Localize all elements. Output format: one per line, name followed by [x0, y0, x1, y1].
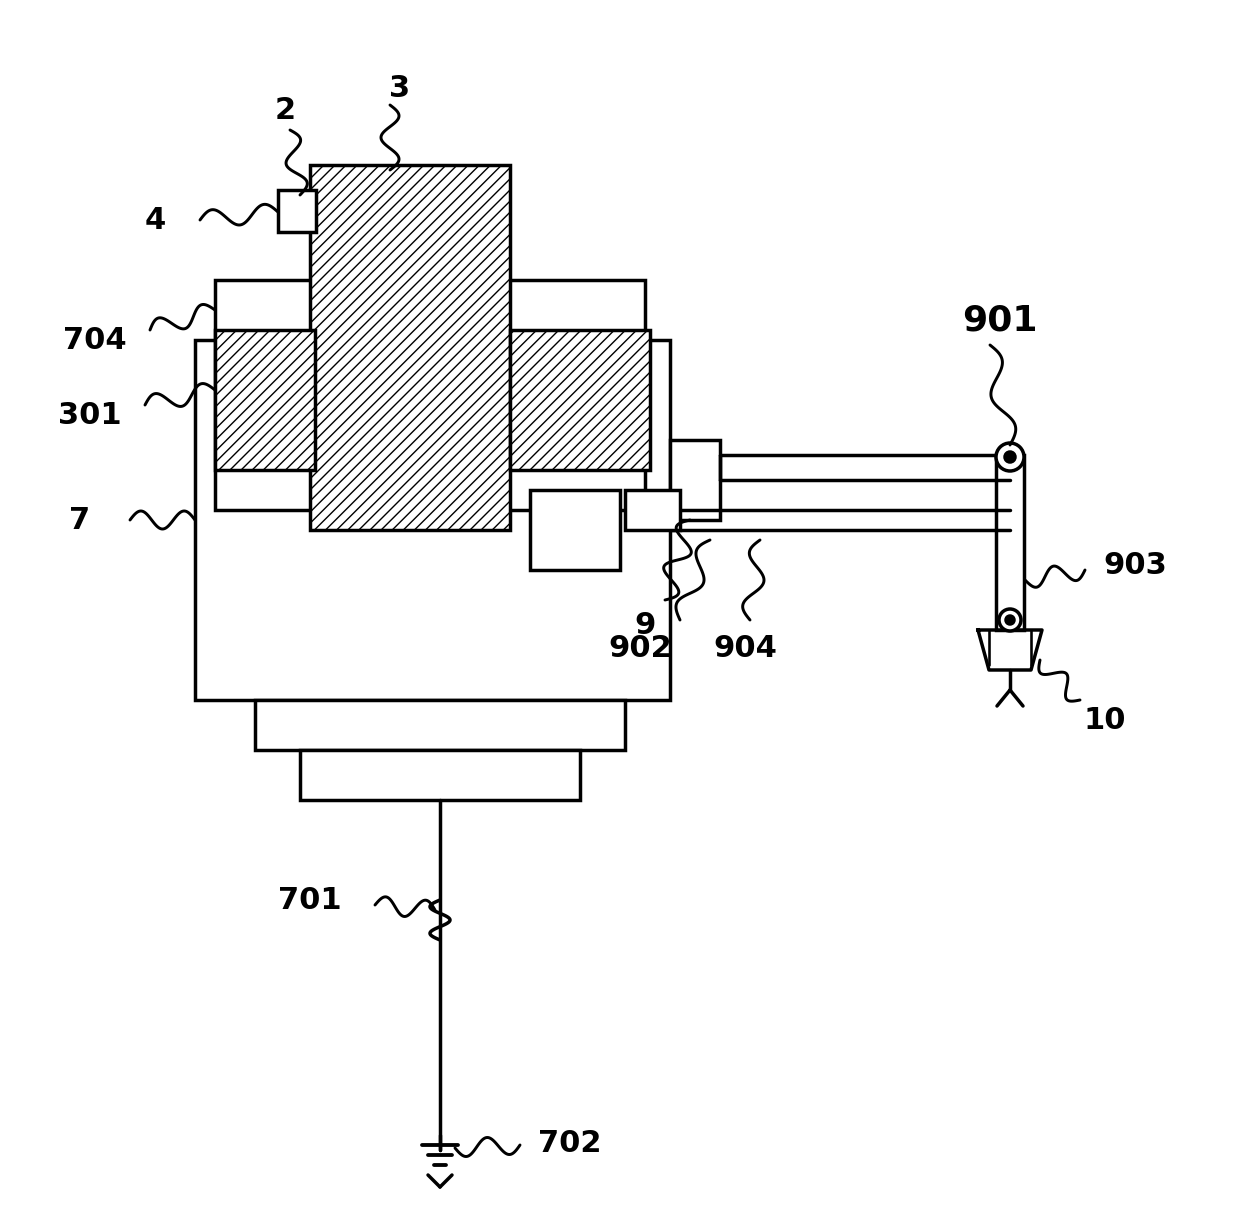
Bar: [529, 490, 620, 570]
Bar: [625, 490, 680, 530]
Text: 4: 4: [144, 205, 166, 234]
Circle shape: [996, 443, 1024, 471]
Bar: [215, 280, 645, 509]
Text: 904: 904: [713, 633, 777, 662]
Text: 7: 7: [69, 506, 91, 535]
Text: 2: 2: [274, 96, 295, 125]
Bar: [510, 330, 650, 469]
Text: 10: 10: [1084, 706, 1126, 735]
Bar: [310, 165, 510, 530]
Bar: [215, 330, 315, 469]
Circle shape: [1006, 616, 1014, 623]
Circle shape: [1004, 452, 1016, 462]
Bar: [670, 440, 720, 520]
Circle shape: [999, 609, 1021, 631]
Text: 9: 9: [635, 610, 656, 639]
Bar: [278, 190, 316, 232]
Text: 903: 903: [1104, 551, 1167, 580]
Text: 3: 3: [389, 74, 410, 103]
Text: 301: 301: [58, 400, 122, 429]
Text: 902: 902: [608, 633, 672, 662]
Text: 901: 901: [962, 303, 1038, 337]
Bar: [195, 340, 670, 700]
Bar: [996, 455, 1024, 630]
Text: 704: 704: [63, 325, 126, 354]
Text: 701: 701: [278, 885, 342, 915]
Bar: [255, 700, 625, 750]
Bar: [300, 750, 580, 801]
Text: 702: 702: [538, 1128, 601, 1157]
